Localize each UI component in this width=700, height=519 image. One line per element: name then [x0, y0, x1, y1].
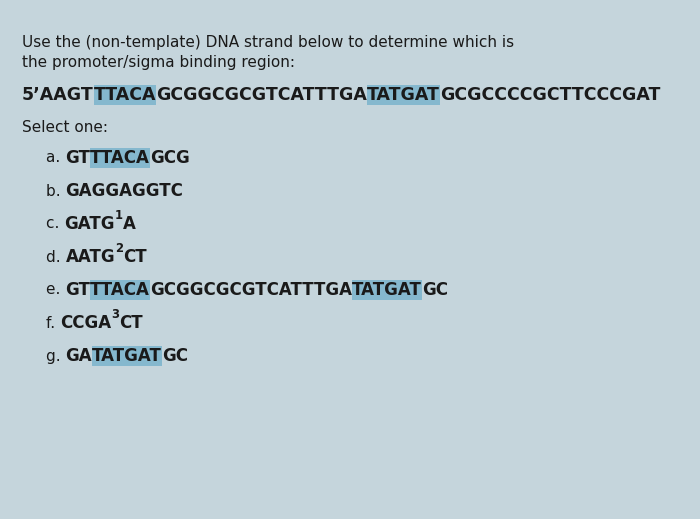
Text: GC: GC [422, 281, 448, 299]
Text: GCGCCCCGCTTCCCGAT: GCGCCCCGCTTCCCGAT [440, 86, 660, 104]
Text: e.: e. [46, 282, 65, 297]
Text: TATGAT: TATGAT [352, 281, 422, 299]
Text: 5’AAGT: 5’AAGT [22, 86, 94, 104]
Bar [352, 280, 422, 301]
Bar [90, 148, 150, 168]
Text: GT: GT [65, 281, 90, 299]
Text: TTACA: TTACA [90, 149, 150, 167]
Text: GCG: GCG [150, 149, 190, 167]
Text: GT: GT [65, 149, 90, 167]
Bar [367, 85, 440, 105]
Text: f.: f. [46, 316, 60, 331]
Text: CT: CT [123, 248, 147, 266]
Text: GC: GC [162, 347, 188, 365]
Text: GCGGCGCGTCATTTGA: GCGGCGCGTCATTTGA [150, 281, 352, 299]
Text: TTACA: TTACA [90, 281, 150, 299]
Bar [90, 280, 150, 301]
Bar [92, 346, 162, 366]
Text: GA: GA [66, 347, 92, 365]
Text: d.: d. [46, 250, 66, 265]
Text: g.: g. [46, 348, 66, 363]
Text: CT: CT [119, 314, 143, 332]
Text: TATGAT: TATGAT [92, 347, 162, 365]
Text: AATG: AATG [66, 248, 115, 266]
Ellipse shape [23, 182, 41, 200]
Text: 1: 1 [115, 209, 122, 222]
Bar [94, 85, 156, 105]
Ellipse shape [23, 149, 41, 167]
Text: c.: c. [46, 216, 64, 231]
Text: GCGGCGCGTCATTTGA: GCGGCGCGTCATTTGA [156, 86, 367, 104]
Ellipse shape [23, 314, 41, 332]
Ellipse shape [23, 281, 41, 299]
Text: b.: b. [46, 184, 66, 198]
Text: Select one:: Select one: [22, 120, 108, 135]
Ellipse shape [23, 248, 41, 266]
Text: the promoter/sigma binding region:: the promoter/sigma binding region: [22, 54, 295, 70]
Text: GAGGAGGTC: GAGGAGGTC [66, 182, 183, 200]
Text: 3: 3 [111, 308, 119, 321]
Ellipse shape [23, 347, 41, 365]
Text: a.: a. [46, 151, 65, 166]
Text: GATG: GATG [64, 215, 115, 233]
Text: TTACA: TTACA [94, 86, 156, 104]
Text: A: A [122, 215, 136, 233]
Text: Use the (non-template) DNA strand below to determine which is: Use the (non-template) DNA strand below … [22, 34, 514, 49]
Ellipse shape [23, 215, 41, 233]
Text: TATGAT: TATGAT [367, 86, 440, 104]
Text: CCGA: CCGA [60, 314, 111, 332]
Text: 2: 2 [115, 242, 123, 255]
